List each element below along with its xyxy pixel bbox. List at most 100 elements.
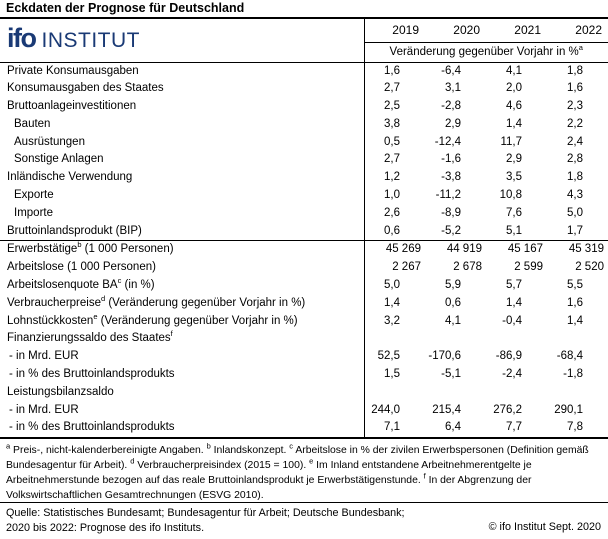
cell-2021: 2,0 <box>506 82 522 95</box>
cell-2021: 5,1 <box>506 224 522 237</box>
table-row: Lohnstückkostene (Veränderung gegenüber … <box>0 312 608 331</box>
cell-2022: 45 319 <box>547 240 608 260</box>
cell-2022: 2,3 <box>567 100 583 113</box>
table-row: - in % des Bruttoinlandsprodukts 1,5 -5,1 -… <box>0 366 608 384</box>
cell-2019: 2,7 <box>363 80 425 99</box>
footnote-item: c Arbeitslose in % der zivilen Erwerbspe… <box>6 441 589 472</box>
cell-2019: 0,6 <box>363 222 425 241</box>
footnote-sup: e <box>309 456 314 466</box>
cell-2019: 3,8 <box>363 115 425 134</box>
row-label: - in % des Bruttoinlandsprodukts <box>9 368 175 381</box>
table-row: Bruttoanlageinvestitionen 2,5 -2,8 4,6 2,3 <box>0 98 608 116</box>
cell-2019: 0,5 <box>363 133 425 152</box>
table-row: Arbeitslosenquote BAc (in %) 5,0 5,9 5,7 5,5 <box>0 277 608 295</box>
cell-2020: -6,4 <box>441 64 461 77</box>
row-label: Ausrüstungen <box>14 135 85 148</box>
row-label: Bauten <box>14 117 51 130</box>
footnote-mark: b <box>77 240 82 250</box>
subheader-cell: Veränderung gegenüber Vorjahr in %a <box>363 42 608 63</box>
cell-2021: 2 599 <box>514 261 543 274</box>
footnote-sup: a <box>6 441 11 451</box>
row-label: - in Mrd. EUR <box>9 350 79 363</box>
row-label: Lohnstückkostene (Veränderung gegenüber … <box>7 312 298 327</box>
cell-2022: 2,8 <box>567 153 583 166</box>
source-block: Quelle: Statistisches Bundesamt; Bundesa… <box>0 502 608 538</box>
cell-2022: -68,4 <box>556 350 583 363</box>
footnotes: a Preis-, nicht-kalenderbereinigte Angab… <box>0 439 608 502</box>
cell-2020: 2 678 <box>453 261 482 274</box>
row-label: Erwerbstätigeb (1 000 Personen) <box>0 240 364 260</box>
year-cell-2021: 2021 <box>486 19 547 43</box>
cell-2020: 215,4 <box>432 403 461 416</box>
cell-2020: -1,6 <box>441 153 461 166</box>
cell-2021 <box>486 384 547 402</box>
table-row: Erwerbstätigeb (1 000 Personen) 45 269 44 … <box>0 240 608 260</box>
cell-2019: 1,2 <box>363 169 425 188</box>
source-line: 2020 bis 2022: Prognose des ifo Institut… <box>6 521 205 534</box>
row-label: Konsumausgaben des Staates <box>7 82 164 95</box>
cell-2020: -5,2 <box>441 224 461 237</box>
table-body: Private Konsumausgaben 1,6 -6,4 4,1 1,8 Konsu… <box>0 62 608 439</box>
footnote-item: d Verbraucherpreisindex (2015 = 100). <box>130 456 310 472</box>
table-row: Ausrüstungen 0,5 -12,4 11,7 2,4 <box>0 133 608 152</box>
row-label: Bruttoanlageinvestitionen <box>7 100 137 113</box>
cell-2020: -5,1 <box>441 368 461 381</box>
row-label: Verbraucherpreised (Veränderung gegenübe… <box>7 294 306 309</box>
table-row: Sonstige Anlagen 2,7 -1,6 2,9 2,8 <box>0 151 608 170</box>
year-cell-2020: 2020 <box>425 19 486 43</box>
row-label: - in Mrd. EUR <box>9 403 79 416</box>
year-cell-2022: 2022 <box>547 19 608 43</box>
cell-2020: 44 919 <box>425 240 486 260</box>
row-label: Bruttoinlandsprodukt (BIP) <box>7 224 142 237</box>
year-header-row: ifo INSTITUT 2019 2020 2021 2022 <box>0 19 608 63</box>
cell-2022: 1,8 <box>567 171 583 184</box>
page-title: Eckdaten der Prognose für Deutschland <box>0 0 608 19</box>
cell-2020: -11,2 <box>435 189 461 202</box>
footnote-item: b Inlandskonzept. <box>206 441 290 457</box>
cell-2019: 3,2 <box>363 312 425 331</box>
copyright-note: © ifo Institut Sept. 2020 <box>488 520 601 533</box>
row-label: Arbeitslose (1 000 Personen) <box>7 261 156 274</box>
footnote-mark: e <box>93 312 98 321</box>
cell-2022: 2,2 <box>567 117 583 130</box>
cell-2020: -2,8 <box>441 100 461 113</box>
cell-2022: 1,7 <box>567 224 583 237</box>
row-label: Leistungsbilanzsaldo <box>7 385 114 398</box>
table-row: Leistungsbilanzsaldo <box>0 383 608 402</box>
footnote-item: f In der Abgrenzung der Volkswirtschaftl… <box>6 471 532 502</box>
table-row: Konsumausgaben des Staates 2,7 3,1 2,0 1,6 <box>0 80 608 99</box>
footnote-sup: f <box>423 471 426 481</box>
table-row: Inländische Verwendung 1,2 -3,8 3,5 1,8 <box>0 169 608 188</box>
footnote-item: a Preis-, nicht-kalenderbereinigte Angab… <box>6 441 207 457</box>
ifo-logo: ifo INSTITUT <box>0 19 364 63</box>
footnote-sup: b <box>206 441 211 451</box>
cell-2019: 1,5 <box>363 366 425 384</box>
row-label: Arbeitslosenquote BAc (in %) <box>7 277 155 292</box>
cell-2021: 1,4 <box>506 296 522 309</box>
table-row: Bauten 3,8 2,9 1,4 2,2 <box>0 115 608 134</box>
row-label: Inländische Verwendung <box>7 171 133 184</box>
cell-2022: 7,8 <box>567 421 583 434</box>
cell-2021: 2,9 <box>506 153 522 166</box>
cell-2019: 2 267 <box>363 259 425 278</box>
cell-2021: -2,4 <box>502 368 522 381</box>
row-label: - in % des Bruttoinlandsprodukts <box>9 421 175 434</box>
cell-2020: 0,6 <box>445 296 461 309</box>
cell-2019: 45 269 <box>363 240 425 260</box>
cell-2020 <box>425 330 486 348</box>
cell-2019: 1,0 <box>363 187 425 205</box>
cell-2021: 5,7 <box>506 279 522 292</box>
cell-2019: 7,1 <box>363 419 425 439</box>
cell-2022: 5,0 <box>567 206 583 219</box>
cell-2022: 2 520 <box>575 261 604 274</box>
cell-2020: 5,9 <box>445 279 461 292</box>
row-label: Private Konsumausgaben <box>7 64 139 77</box>
table-row: Private Konsumausgaben 1,6 -6,4 4,1 1,8 <box>0 62 608 81</box>
source-line: Quelle: Statistisches Bundesamt; Bundesa… <box>6 507 405 520</box>
footnote-item: e Im Inland entstandene Arbeitnehmerentg… <box>6 456 532 487</box>
cell-2019: 2,7 <box>363 151 425 170</box>
cell-2019 <box>363 383 425 402</box>
cell-2021: 7,7 <box>506 421 522 434</box>
cell-2019: 52,5 <box>363 348 425 367</box>
